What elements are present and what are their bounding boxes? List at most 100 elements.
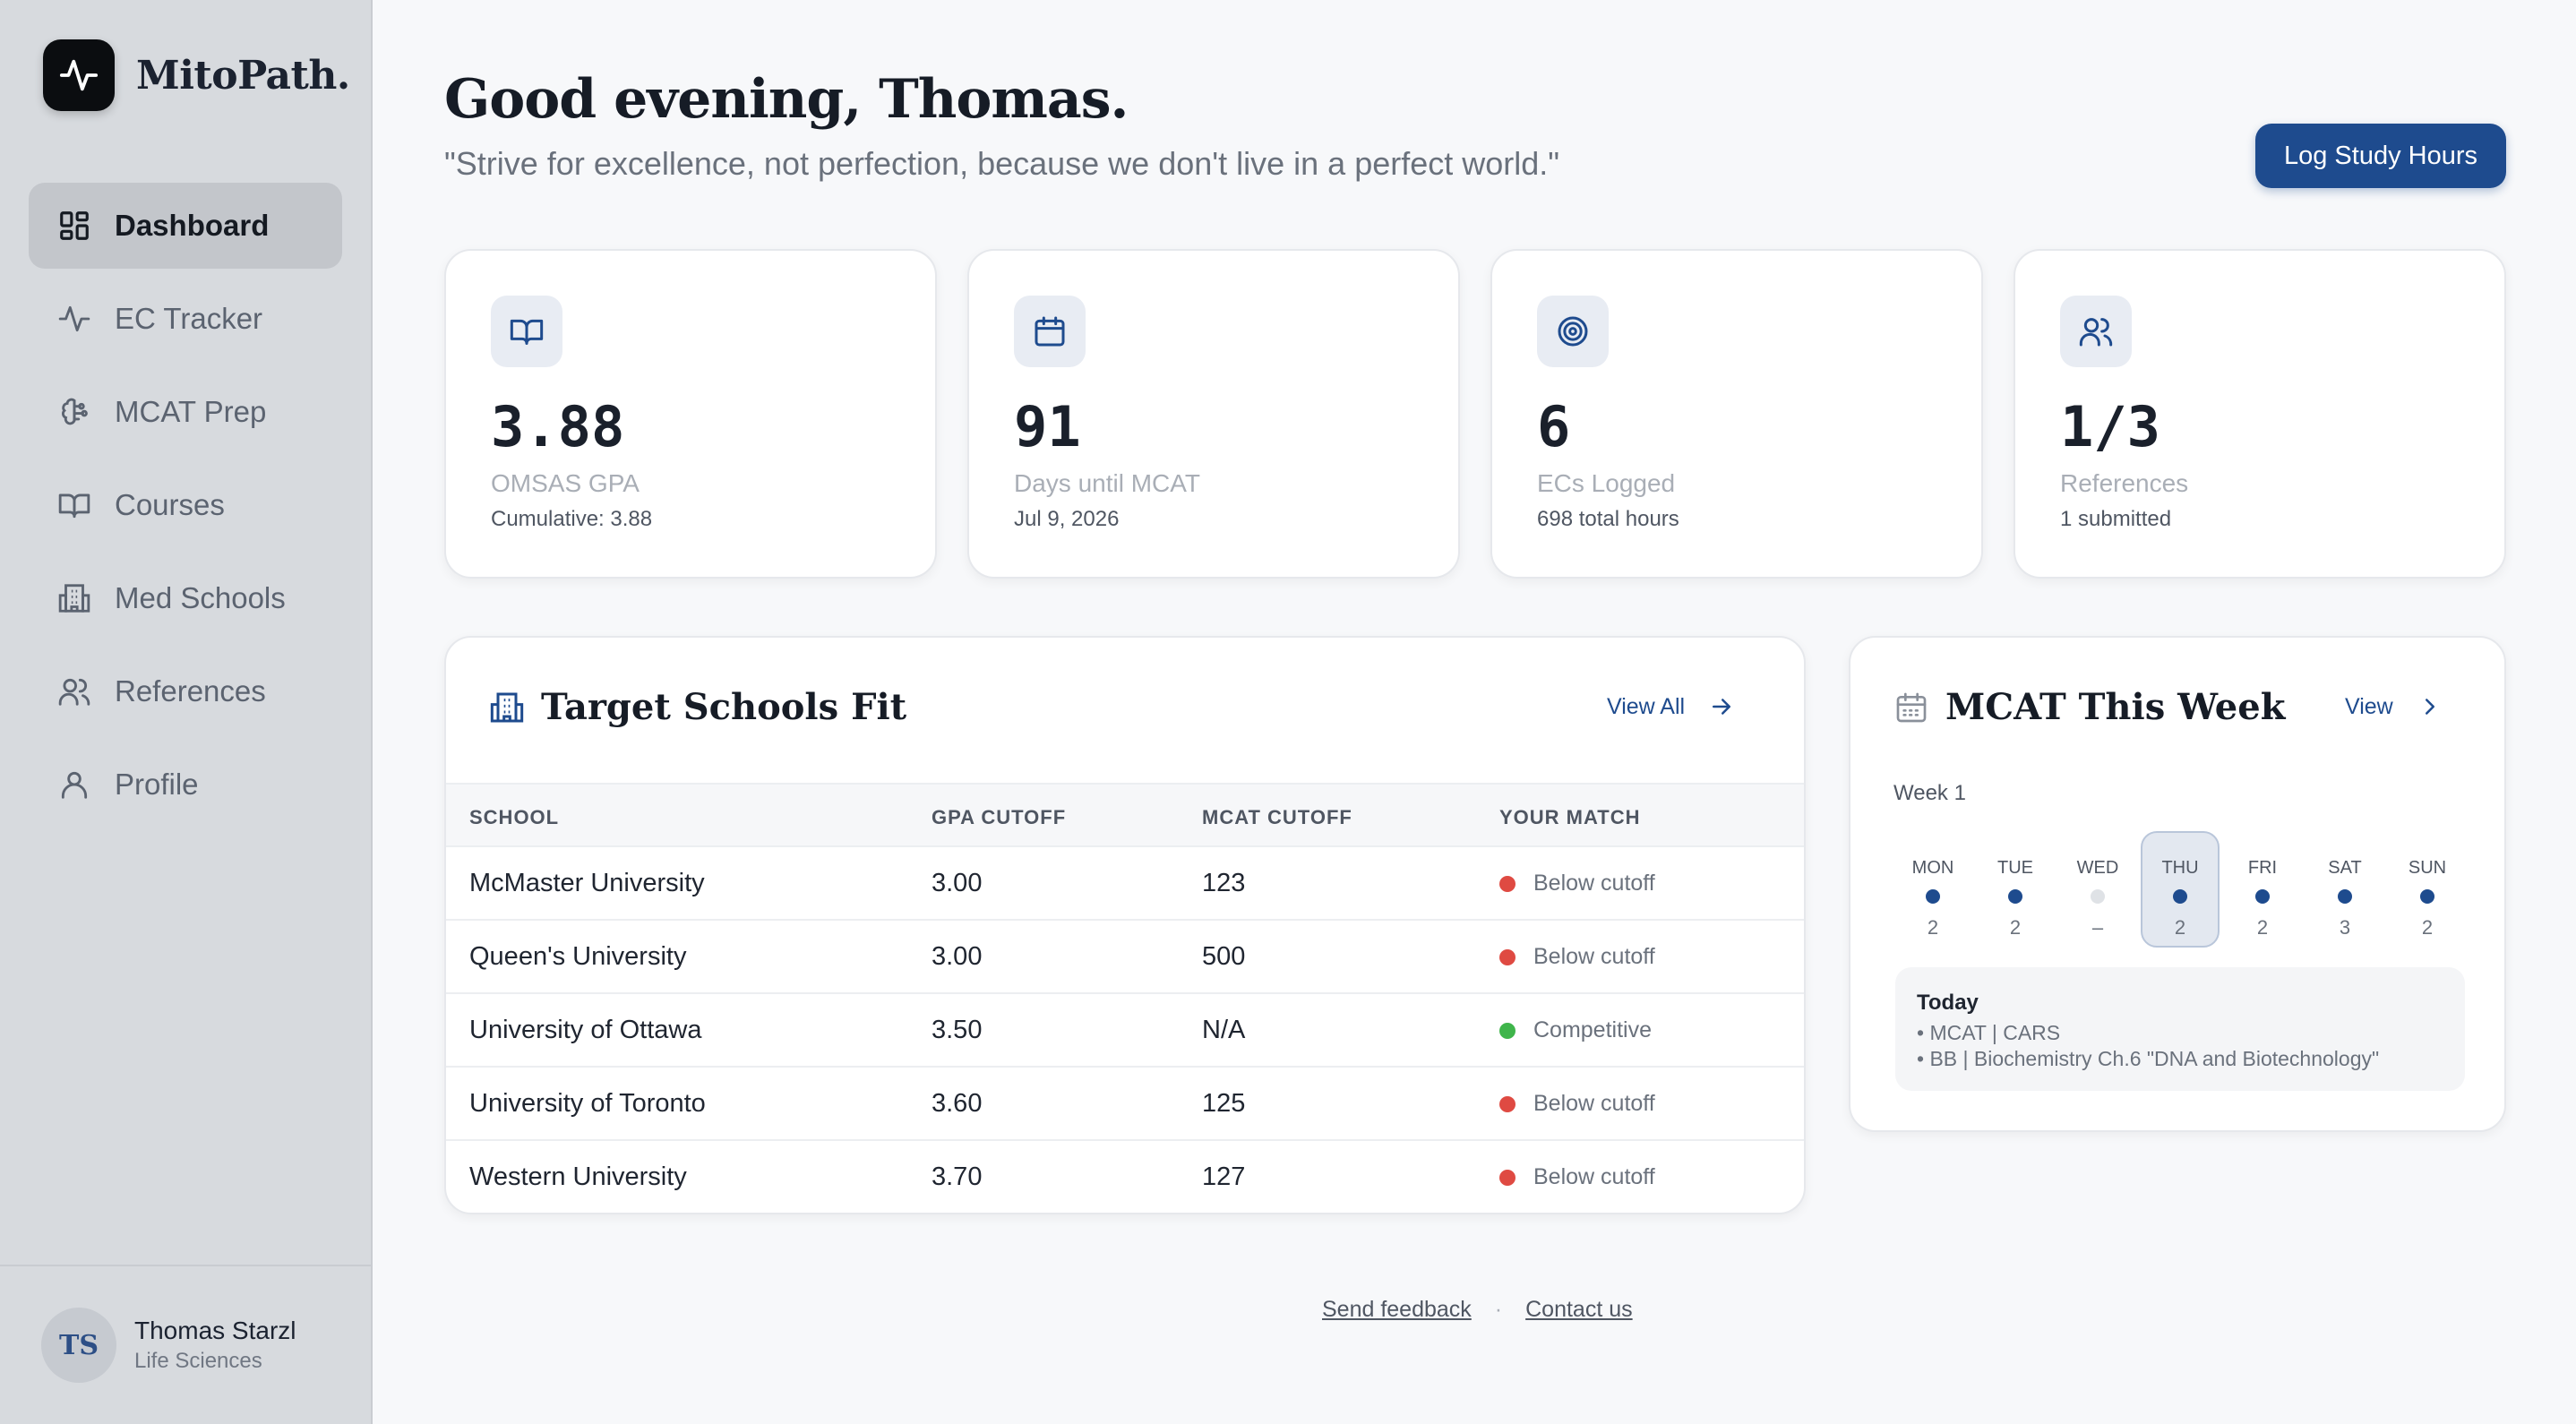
stat-label: OMSAS GPA xyxy=(491,469,640,497)
brain-icon xyxy=(62,398,88,425)
sidebar-nav: Dashboard EC Tracker MCAT Prep Courses M… xyxy=(29,183,342,835)
stat-subtext: Cumulative: 3.88 xyxy=(491,507,653,531)
day-name: THU xyxy=(2161,858,2199,878)
day-thu[interactable]: THU 2 xyxy=(2141,831,2220,948)
day-mon[interactable]: MON 2 xyxy=(1893,831,1972,948)
day-status-dot xyxy=(1926,889,1940,904)
mcat-cutoff: 123 xyxy=(1202,869,1246,897)
match-status: Competitive xyxy=(1499,1017,1652,1043)
brand[interactable]: MitoPath. xyxy=(43,39,350,111)
day-count: 2 xyxy=(2256,916,2269,939)
sidebar-item-courses[interactable]: Courses xyxy=(29,462,342,548)
status-dot xyxy=(1499,1169,1516,1186)
column-header-match: YOUR MATCH xyxy=(1499,806,1641,828)
open-book-icon xyxy=(491,296,562,367)
stat-value: 1/3 xyxy=(2060,394,2160,459)
match-label: Below cutoff xyxy=(1533,1091,1655,1116)
sidebar-item-label: References xyxy=(115,674,266,708)
card-title: Target Schools Fit xyxy=(541,686,907,728)
match-status: Below cutoff xyxy=(1499,1164,1655,1190)
week-label: Week 1 xyxy=(1893,781,1966,805)
sidebar-item-label: Dashboard xyxy=(115,209,270,242)
daily-quote: "Strive for excellence, not perfection, … xyxy=(444,145,1560,182)
view-link[interactable]: View xyxy=(2345,693,2443,720)
day-count: – xyxy=(2091,916,2104,939)
calendar-icon xyxy=(1014,296,1086,367)
stat-subtext: 698 total hours xyxy=(1537,507,1679,531)
day-tue[interactable]: TUE 2 xyxy=(1976,831,2055,948)
sidebar-item-profile[interactable]: Profile xyxy=(29,742,342,828)
footer-links: Send feedback · Contact us xyxy=(1322,1297,1633,1323)
school-name: Queen's University xyxy=(469,942,687,971)
table-row[interactable]: McMaster University 3.00 123 Below cutof… xyxy=(446,847,1804,921)
day-status-dot xyxy=(2255,889,2270,904)
target-icon xyxy=(1537,296,1609,367)
day-fri[interactable]: FRI 2 xyxy=(2223,831,2302,948)
status-dot xyxy=(1499,1022,1516,1039)
column-header-gpa: GPA CUTOFF xyxy=(932,806,1067,828)
table-row[interactable]: Queen's University 3.00 500 Below cutoff xyxy=(446,921,1804,994)
sidebar-item-dashboard[interactable]: Dashboard xyxy=(29,183,342,269)
day-sat[interactable]: SAT 3 xyxy=(2306,831,2384,948)
building-icon xyxy=(490,692,524,722)
table-row[interactable]: University of Ottawa 3.50 N/A Competitiv… xyxy=(446,994,1804,1068)
status-dot xyxy=(1499,875,1516,892)
mcat-cutoff: N/A xyxy=(1202,1016,1246,1044)
contact-us-link[interactable]: Contact us xyxy=(1525,1297,1633,1322)
today-item: • MCAT | CARS xyxy=(1917,1021,2061,1044)
sidebar-item-med-schools[interactable]: Med Schools xyxy=(29,555,342,641)
chevron-right-icon xyxy=(2425,699,2434,715)
pulse-logo-icon xyxy=(43,39,115,111)
stat-label: ECs Logged xyxy=(1537,469,1676,497)
school-name: Western University xyxy=(469,1162,687,1191)
day-name: FRI xyxy=(2247,858,2278,878)
column-header-mcat: MCAT CUTOFF xyxy=(1202,806,1352,828)
calendar-icon xyxy=(1896,692,1927,722)
day-wed[interactable]: WED – xyxy=(2058,831,2137,948)
sidebar-item-label: EC Tracker xyxy=(115,302,263,335)
match-status: Below cutoff xyxy=(1499,1091,1655,1117)
table-header: SCHOOL GPA CUTOFF MCAT CUTOFF YOUR MATCH xyxy=(446,783,1804,847)
table-row[interactable]: University of Toronto 3.60 125 Below cut… xyxy=(446,1068,1804,1141)
user-profile-card[interactable]: TS Thomas Starzl Life Sciences xyxy=(0,1265,373,1424)
send-feedback-link[interactable]: Send feedback xyxy=(1322,1297,1472,1322)
book-icon xyxy=(58,493,90,519)
day-status-dot xyxy=(2420,889,2434,904)
stat-subtext: 1 submitted xyxy=(2060,507,2172,531)
day-count: 2 xyxy=(2174,916,2186,939)
status-dot xyxy=(1499,948,1516,965)
view-all-link[interactable]: View All xyxy=(1607,693,1735,720)
avatar: TS xyxy=(41,1308,116,1383)
table-row[interactable]: Western University 3.70 127 Below cutoff xyxy=(446,1141,1804,1213)
stat-value: 3.88 xyxy=(491,394,625,459)
stat-label: References xyxy=(2060,469,2189,497)
sidebar-item-references[interactable]: References xyxy=(29,648,342,734)
today-schedule: Today • MCAT | CARS • BB | Biochemistry … xyxy=(1895,967,2465,1091)
gpa-cutoff: 3.00 xyxy=(932,942,983,971)
footer-separator: · xyxy=(1494,1297,1503,1322)
stat-value: 6 xyxy=(1537,394,1571,459)
column-header-school: SCHOOL xyxy=(469,806,560,828)
match-label: Below cutoff xyxy=(1533,871,1655,896)
view-all-label: View All xyxy=(1607,693,1686,719)
target-schools-card: Target Schools Fit View All SCHOOL GPA C… xyxy=(444,636,1806,1214)
stat-card-references: 1/3 References 1 submitted xyxy=(2014,249,2506,579)
day-status-dot xyxy=(2008,889,2022,904)
stat-card-gpa: 3.88 OMSAS GPA Cumulative: 3.88 xyxy=(444,249,937,579)
day-name: TUE xyxy=(1997,858,2033,878)
user-name: Thomas Starzl xyxy=(134,1317,296,1344)
day-status-dot xyxy=(2173,889,2187,904)
arrow-right-icon xyxy=(1713,699,1731,715)
day-count: 3 xyxy=(2339,916,2351,939)
day-sun[interactable]: SUN 2 xyxy=(2388,831,2467,948)
building-icon xyxy=(58,584,90,613)
log-study-hours-button[interactable]: Log Study Hours xyxy=(2255,124,2506,188)
match-status: Below cutoff xyxy=(1499,944,1655,970)
sidebar-item-mcat-prep[interactable]: MCAT Prep xyxy=(29,369,342,455)
stat-value: 91 xyxy=(1014,394,1081,459)
gpa-cutoff: 3.50 xyxy=(932,1016,983,1044)
day-name: MON xyxy=(1911,858,1954,878)
sidebar-item-ec-tracker[interactable]: EC Tracker xyxy=(29,276,342,362)
day-count: 2 xyxy=(2421,916,2434,939)
gpa-cutoff: 3.60 xyxy=(932,1089,983,1118)
